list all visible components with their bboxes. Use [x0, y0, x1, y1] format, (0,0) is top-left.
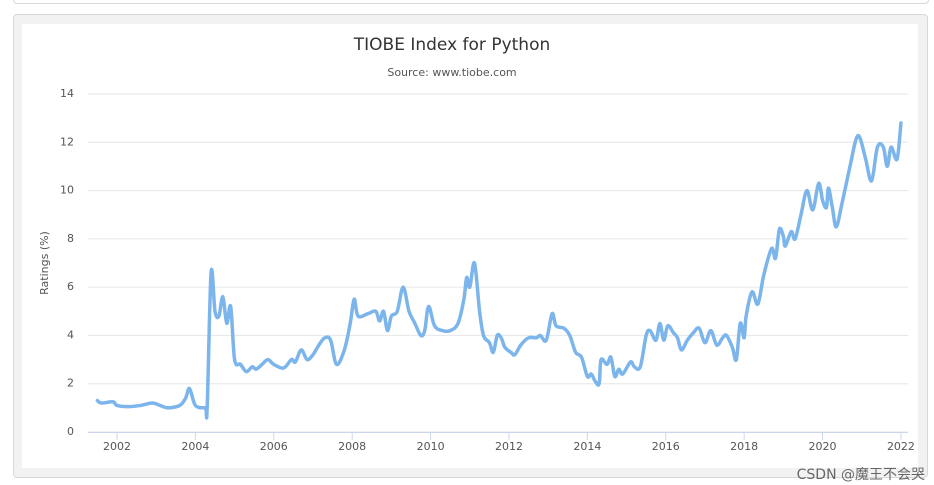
- y-tick-label: 10: [60, 184, 74, 197]
- x-tick-label: 2010: [417, 440, 445, 453]
- y-tick-label: 2: [67, 377, 74, 390]
- y-tick-label: 4: [67, 328, 74, 341]
- x-tick-label: 2008: [338, 440, 366, 453]
- data-line: [95, 121, 903, 420]
- plot-background: [22, 24, 918, 468]
- y-tick-label: 0: [67, 425, 74, 438]
- chart-title: TIOBE Index for Python: [353, 35, 551, 55]
- x-tick-label: 2006: [260, 440, 288, 453]
- y-tick-label: 12: [60, 135, 74, 148]
- x-tick-label: 2004: [181, 440, 209, 453]
- y-tick-label: 14: [60, 87, 74, 100]
- x-tick-label: 2022: [887, 440, 915, 453]
- y-tick-label: 6: [67, 280, 74, 293]
- chart-subtitle: Source: www.tiobe.com: [387, 66, 516, 79]
- x-tick-label: 2002: [103, 440, 131, 453]
- x-tick-label: 2014: [573, 440, 601, 453]
- x-tick-label: 2012: [495, 440, 523, 453]
- watermark: CSDN @魔王不会哭: [797, 467, 925, 483]
- x-tick-label: 2020: [809, 440, 837, 453]
- y-tick-label: 8: [67, 232, 74, 245]
- x-tick-label: 2016: [652, 440, 680, 453]
- y-axis-title: Ratings (%): [38, 231, 51, 295]
- x-tick-label: 2018: [730, 440, 758, 453]
